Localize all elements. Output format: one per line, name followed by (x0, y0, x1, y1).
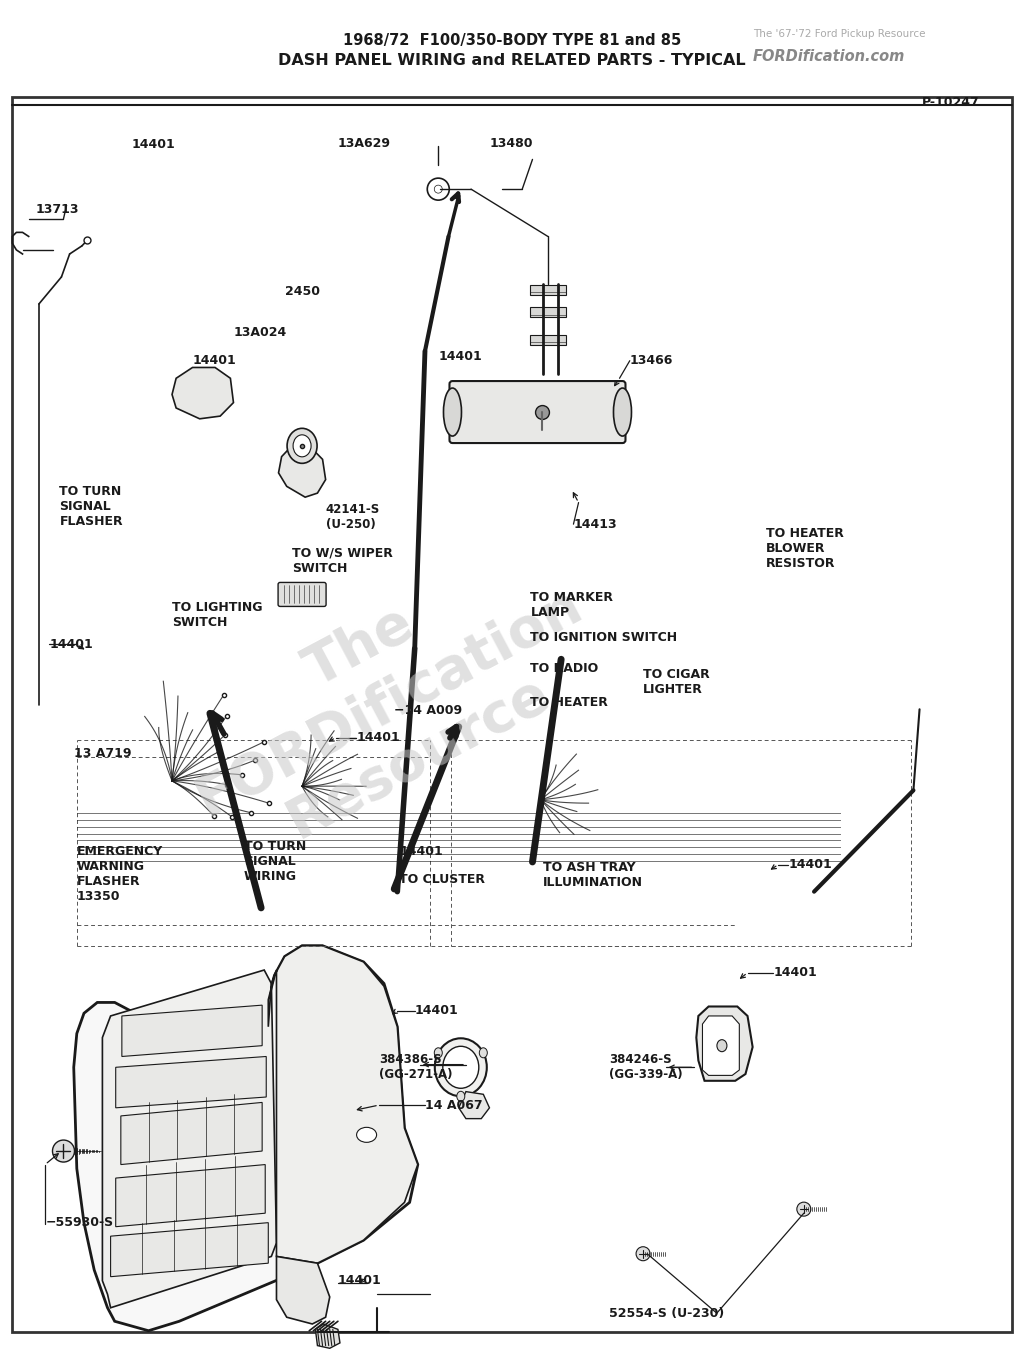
Text: −55930-S: −55930-S (46, 1216, 115, 1229)
Polygon shape (116, 1056, 266, 1108)
Polygon shape (122, 1005, 262, 1056)
Text: 42141-S
(U-250): 42141-S (U-250) (326, 504, 380, 531)
Ellipse shape (435, 1039, 486, 1096)
Text: 14 A067: 14 A067 (425, 1098, 482, 1112)
Polygon shape (315, 1324, 340, 1348)
Polygon shape (279, 446, 326, 497)
FancyBboxPatch shape (450, 381, 626, 443)
Ellipse shape (287, 428, 317, 463)
Ellipse shape (636, 1247, 650, 1260)
Ellipse shape (479, 1048, 487, 1058)
Ellipse shape (434, 185, 442, 193)
Text: 13A024: 13A024 (233, 326, 287, 339)
Text: 1968/72  F100/350-BODY TYPE 81 and 85: 1968/72 F100/350-BODY TYPE 81 and 85 (343, 32, 681, 49)
Polygon shape (116, 1165, 265, 1227)
Text: 2450: 2450 (285, 285, 319, 299)
Text: TO LIGHTING
SWITCH: TO LIGHTING SWITCH (172, 601, 262, 628)
Ellipse shape (442, 1046, 479, 1089)
Polygon shape (121, 1102, 262, 1165)
Ellipse shape (613, 388, 632, 436)
Polygon shape (268, 946, 418, 1263)
FancyBboxPatch shape (530, 335, 566, 345)
FancyBboxPatch shape (279, 582, 326, 607)
Text: 52554-S (U-230): 52554-S (U-230) (609, 1306, 725, 1320)
Ellipse shape (52, 1140, 75, 1162)
Text: TO IGNITION SWITCH: TO IGNITION SWITCH (530, 631, 678, 644)
Ellipse shape (443, 388, 462, 436)
Polygon shape (276, 1256, 330, 1324)
Text: 384386-S
(GG-271-A): 384386-S (GG-271-A) (379, 1054, 453, 1081)
Text: TO TURN
SIGNAL
WIRING: TO TURN SIGNAL WIRING (244, 840, 306, 884)
Text: 13 A719: 13 A719 (74, 747, 131, 761)
Polygon shape (172, 367, 233, 419)
Ellipse shape (797, 1202, 811, 1216)
Ellipse shape (356, 1127, 377, 1143)
Text: TO ASH TRAY
ILLUMINATION: TO ASH TRAY ILLUMINATION (543, 862, 643, 889)
FancyBboxPatch shape (530, 308, 566, 317)
Polygon shape (702, 1016, 739, 1075)
Text: 14401: 14401 (415, 1004, 459, 1017)
FancyBboxPatch shape (530, 285, 566, 295)
Text: 14401: 14401 (338, 1274, 382, 1288)
Text: The '67-'72 Ford Pickup Resource: The '67-'72 Ford Pickup Resource (753, 28, 925, 39)
Ellipse shape (293, 435, 311, 457)
Text: 14401: 14401 (131, 138, 175, 151)
Text: 14401: 14401 (773, 966, 817, 979)
Text: 14401: 14401 (438, 350, 482, 363)
Text: P-10247: P-10247 (922, 96, 979, 109)
Text: 14401: 14401 (356, 731, 400, 744)
Text: TO HEATER: TO HEATER (530, 696, 608, 709)
Text: 14413: 14413 (573, 517, 617, 531)
Text: TO RADIO: TO RADIO (530, 662, 599, 676)
Ellipse shape (434, 1048, 442, 1058)
Text: 13480: 13480 (489, 136, 532, 150)
Ellipse shape (427, 178, 450, 200)
Text: EMERGENCY
WARNING
FLASHER
13350: EMERGENCY WARNING FLASHER 13350 (77, 846, 163, 902)
Text: TO HEATER
BLOWER
RESISTOR: TO HEATER BLOWER RESISTOR (766, 527, 844, 570)
Text: 384246-S
(GG-339-A): 384246-S (GG-339-A) (609, 1054, 683, 1081)
Text: 13466: 13466 (630, 354, 673, 367)
Polygon shape (696, 1006, 753, 1081)
Text: TO TURN
SIGNAL
FLASHER: TO TURN SIGNAL FLASHER (59, 485, 123, 528)
Text: 14401: 14401 (399, 844, 443, 858)
Text: TO MARKER
LAMP: TO MARKER LAMP (530, 592, 613, 619)
Text: 13A629: 13A629 (338, 136, 391, 150)
Text: 14401: 14401 (49, 638, 93, 651)
Ellipse shape (717, 1040, 727, 1051)
Polygon shape (459, 1092, 489, 1119)
Polygon shape (74, 946, 418, 1331)
Text: −14 A009: −14 A009 (394, 704, 463, 717)
Polygon shape (102, 970, 276, 1308)
Text: The
FORDification
Resource: The FORDification Resource (158, 523, 621, 882)
Ellipse shape (457, 1092, 465, 1101)
Text: FORDification.com: FORDification.com (753, 49, 905, 65)
Text: 14401: 14401 (788, 858, 833, 871)
Polygon shape (111, 1223, 268, 1277)
Text: TO CLUSTER: TO CLUSTER (399, 873, 485, 886)
Text: TO CIGAR
LIGHTER: TO CIGAR LIGHTER (643, 669, 710, 696)
Text: 13713: 13713 (36, 203, 79, 216)
Text: 14401: 14401 (193, 354, 237, 367)
Text: TO W/S WIPER
SWITCH: TO W/S WIPER SWITCH (292, 547, 393, 574)
Text: DASH PANEL WIRING and RELATED PARTS - TYPICAL: DASH PANEL WIRING and RELATED PARTS - TY… (279, 53, 745, 69)
